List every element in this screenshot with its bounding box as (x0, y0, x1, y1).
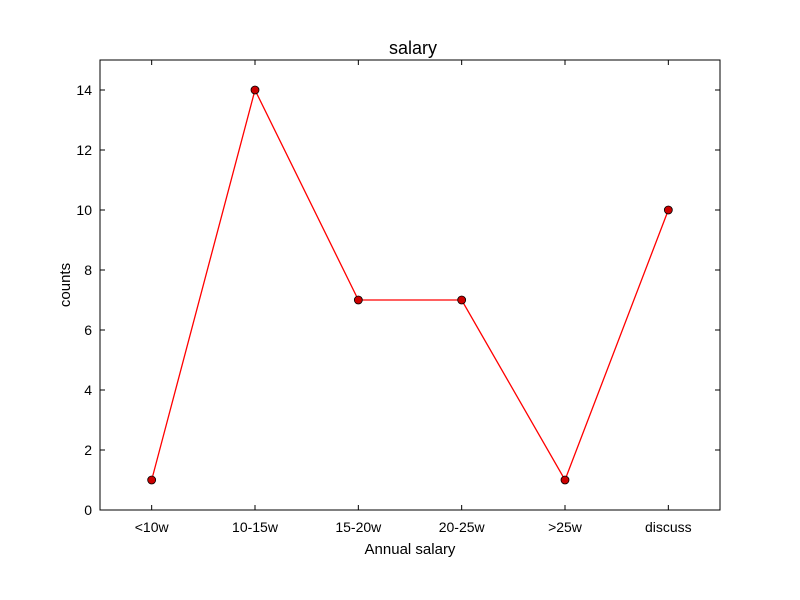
y-tick-label: 2 (84, 442, 92, 458)
x-tick-label: <10w (135, 519, 170, 535)
data-point (457, 295, 467, 305)
plot-frame (99, 59, 721, 511)
y-tick-label: 8 (84, 262, 92, 278)
data-point (147, 475, 157, 485)
y-axis-ticks (100, 89, 720, 511)
x-axis-label: Annual salary (365, 541, 456, 558)
y-tick-label: 14 (76, 82, 92, 98)
data-point (663, 205, 673, 215)
data-point (250, 85, 260, 95)
x-axis-ticks (151, 60, 669, 510)
data-point (560, 475, 570, 485)
x-tick-label: 20-25w (439, 519, 486, 535)
x-tick-label: 10-15w (232, 519, 279, 535)
y-tick-label: 12 (76, 142, 92, 158)
x-axis-tick-labels: <10w 10-15w 15-20w 20-25w >25w discuss (135, 519, 692, 535)
y-tick-label: 10 (76, 202, 92, 218)
data-point (353, 295, 363, 305)
series-line (151, 88, 669, 482)
y-tick-label: 4 (84, 382, 92, 398)
x-tick-label: >25w (548, 519, 583, 535)
y-axis-label: counts (57, 263, 74, 307)
y-tick-label: 0 (84, 502, 92, 518)
chart-title: salary (389, 38, 437, 58)
y-axis-tick-labels: 0 2 4 6 8 10 12 14 (76, 82, 92, 518)
series-points (147, 85, 673, 485)
x-tick-label: 15-20w (335, 519, 382, 535)
series-lines (151, 88, 669, 482)
y-tick-label: 6 (84, 322, 92, 338)
x-tick-label: discuss (645, 519, 692, 535)
